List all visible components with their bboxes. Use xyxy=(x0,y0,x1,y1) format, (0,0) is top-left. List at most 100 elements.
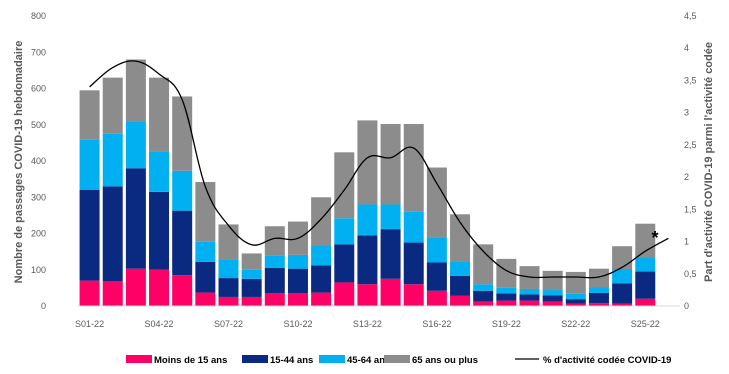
x-tick-label: S16-22 xyxy=(422,319,451,329)
bar-segment xyxy=(542,295,563,302)
bar-segment xyxy=(218,259,239,279)
bar-segment xyxy=(357,284,378,306)
bar-segment xyxy=(635,298,656,306)
bar-segment xyxy=(612,269,633,284)
bar-segment xyxy=(565,271,586,294)
legend-swatch xyxy=(242,355,268,363)
bar-segment xyxy=(79,90,100,140)
bar-segment xyxy=(195,292,216,306)
bar-segment xyxy=(195,241,216,262)
y-axis-ticks: 0 100 200 300 400 500 600 700 800 xyxy=(31,11,46,311)
bar-segment xyxy=(450,295,471,306)
bar-segment xyxy=(565,299,586,304)
bar-segment xyxy=(380,124,401,205)
bar-segment xyxy=(287,293,308,306)
bar-segment xyxy=(287,268,308,294)
bar-segment xyxy=(334,282,355,306)
bar-segment xyxy=(195,182,216,242)
bar-segment xyxy=(311,197,332,246)
legend-label: 45-64 ans xyxy=(347,355,390,366)
bar-segment xyxy=(149,191,170,270)
bar-segment xyxy=(334,244,355,283)
y-tick-label: 300 xyxy=(31,192,46,202)
legend: Moins de 15 ans 15-44 ans 45-64 ans 65 ans … xyxy=(126,355,671,366)
bar-segment xyxy=(496,300,517,306)
legend-label: Moins de 15 ans xyxy=(154,355,227,366)
bar-segment xyxy=(542,301,563,306)
legend-swatch xyxy=(384,355,410,363)
y-right-tick-label: 4 xyxy=(684,43,689,53)
bar-segment xyxy=(519,294,540,301)
bar-segment xyxy=(172,210,193,276)
bar-segment xyxy=(79,139,100,190)
bar-segment xyxy=(426,262,447,291)
y-tick-label: 100 xyxy=(31,265,46,275)
x-tick-label: S22-22 xyxy=(561,319,590,329)
x-tick-label: S19-22 xyxy=(492,319,521,329)
bar-segment xyxy=(612,303,633,306)
bar-segment xyxy=(426,237,447,263)
bar-segment xyxy=(79,190,100,281)
bars xyxy=(79,59,656,306)
x-tick-label: S04-22 xyxy=(145,319,174,329)
y-right-tick-label: 2 xyxy=(684,172,689,182)
y-right-tick-label: 3,5 xyxy=(684,75,697,85)
bar-segment xyxy=(588,268,609,288)
annotation-asterisk: * xyxy=(651,228,658,248)
y-right-tick-label: 3 xyxy=(684,108,689,118)
legend-label: 65 ans ou plus xyxy=(412,355,478,366)
y-tick-label: 700 xyxy=(31,47,46,57)
y-tick-label: 400 xyxy=(31,156,46,166)
y-right-tick-label: 1,5 xyxy=(684,204,697,214)
bar-segment xyxy=(473,301,494,306)
bar-segment xyxy=(357,235,378,285)
bar-segment xyxy=(264,255,285,268)
bar-segment xyxy=(102,281,123,306)
bar-segment xyxy=(241,296,262,306)
bar-segment xyxy=(496,293,517,301)
bar-segment xyxy=(450,261,471,276)
y-axis-right-ticks: 0 0,5 1 1,5 2 2,5 3 3,5 4 4,5 xyxy=(684,11,697,311)
legend-label: % d'activité codée COVID-19 xyxy=(543,355,671,366)
legend-label: 15-44 ans xyxy=(270,355,313,366)
bar-segment xyxy=(172,275,193,306)
bar-segment xyxy=(519,288,540,295)
bar-segment xyxy=(195,261,216,293)
bar-segment xyxy=(403,284,424,306)
bar-segment xyxy=(125,121,146,169)
y-right-tick-label: 0 xyxy=(684,301,689,311)
x-tick-label: S07-22 xyxy=(214,319,243,329)
bar-segment xyxy=(149,151,170,192)
bar-segment xyxy=(172,96,193,171)
x-axis-ticks: S01-22 S04-22 S07-22 S10-22 S13-22 S16-22 S19-… xyxy=(75,319,660,329)
x-tick-label: S01-22 xyxy=(75,319,104,329)
y-tick-label: 600 xyxy=(31,84,46,94)
y-tick-label: 500 xyxy=(31,120,46,130)
bar-segment xyxy=(450,214,471,262)
bar-segment xyxy=(311,292,332,306)
x-tick-label: S10-22 xyxy=(283,319,312,329)
bar-segment xyxy=(264,293,285,306)
y-right-tick-label: 4,5 xyxy=(684,11,697,21)
bar-segment xyxy=(426,167,447,238)
bar-segment xyxy=(311,245,332,266)
bar-segment xyxy=(241,269,262,279)
bar-segment xyxy=(264,226,285,256)
bar-segment xyxy=(264,267,285,294)
bar-segment xyxy=(311,265,332,293)
bar-segment xyxy=(612,283,633,304)
bar-segment xyxy=(79,280,100,306)
bar-segment xyxy=(588,287,609,293)
bar-segment xyxy=(149,269,170,306)
bar-segment xyxy=(403,242,424,285)
bar-segment xyxy=(403,211,424,243)
bar-segment xyxy=(588,303,609,306)
y-tick-label: 0 xyxy=(41,301,46,311)
bar-segment xyxy=(588,292,609,304)
bar-segment xyxy=(635,271,656,299)
y-tick-label: 800 xyxy=(31,11,46,21)
x-tick-label: S13-22 xyxy=(353,319,382,329)
bar-segment xyxy=(125,168,146,269)
bar-segment xyxy=(357,204,378,236)
bar-segment xyxy=(473,244,494,285)
